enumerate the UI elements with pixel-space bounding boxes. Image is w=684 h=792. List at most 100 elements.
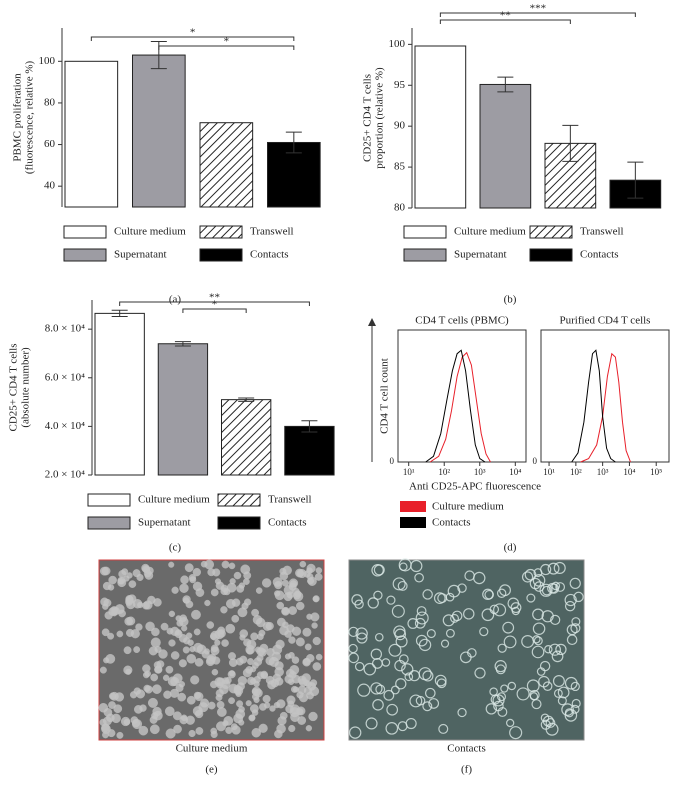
bar [221, 399, 272, 476]
cell [351, 594, 363, 606]
significance-label: ** [209, 292, 220, 304]
y-tick-label: 95 [394, 79, 406, 91]
y-axis-label: PBMC proliferation [12, 73, 24, 162]
cell [499, 584, 511, 597]
cell [252, 662, 259, 669]
legend-label: Culture medium [138, 494, 210, 506]
cell [386, 703, 399, 716]
cell [532, 574, 546, 587]
legend-swatch [87, 516, 131, 530]
cell [113, 704, 123, 714]
panel-label: (f) [461, 764, 472, 776]
legend-swatch [400, 517, 426, 528]
legend-swatch [199, 248, 243, 262]
image-caption: Contacts [447, 743, 486, 755]
cell [154, 645, 162, 653]
cell [228, 562, 236, 570]
cell [564, 709, 578, 722]
cell [239, 629, 249, 638]
legend-label: Transwell [250, 226, 294, 238]
cell [110, 606, 119, 615]
cell [270, 678, 280, 688]
cell [182, 646, 190, 654]
cell [355, 627, 368, 640]
cell [165, 665, 174, 674]
legend-swatch [403, 225, 447, 239]
cell [395, 635, 408, 648]
cell [283, 585, 294, 596]
cell [285, 704, 294, 714]
cell [375, 684, 386, 695]
cell [521, 635, 535, 648]
cell [503, 635, 517, 649]
cell [192, 581, 203, 592]
cell [116, 630, 124, 638]
legend-swatch [199, 225, 243, 239]
cell [194, 658, 204, 667]
cell [505, 718, 515, 728]
cell [307, 576, 317, 586]
cell [282, 621, 289, 629]
legend-swatch [403, 248, 447, 262]
histogram-line [429, 351, 491, 463]
cell [211, 668, 219, 676]
cell [392, 577, 406, 591]
cell [509, 726, 523, 740]
cell [179, 583, 189, 593]
cell [410, 559, 423, 573]
cell [228, 670, 236, 677]
cell [253, 676, 261, 684]
cell [284, 674, 294, 684]
cell [370, 648, 383, 660]
panel-label: (d) [504, 542, 517, 554]
cell [120, 716, 131, 727]
cell [415, 611, 429, 625]
cell [297, 716, 307, 725]
y-axis-label: (absolute number) [20, 347, 32, 428]
cell [551, 650, 564, 663]
cell [121, 568, 129, 576]
significance-bracket [439, 12, 636, 17]
cell [99, 666, 107, 674]
cell [207, 701, 216, 710]
cell [433, 592, 446, 605]
cell [231, 598, 241, 607]
cell [143, 569, 152, 578]
cell [428, 698, 440, 709]
cell [168, 610, 176, 618]
cell [193, 628, 201, 636]
significance-label: * [190, 27, 196, 39]
cell [263, 702, 271, 709]
panel-label: (a) [169, 294, 182, 306]
cell [126, 599, 136, 610]
histogram-line [425, 349, 486, 463]
cell [191, 609, 201, 620]
cell [107, 632, 115, 640]
cell [123, 665, 133, 675]
cell [196, 644, 207, 655]
cell [516, 687, 530, 701]
histogram-line [571, 349, 616, 463]
cell [418, 638, 432, 652]
cell [130, 716, 139, 724]
cell [117, 576, 126, 585]
cell [374, 632, 384, 642]
cell [367, 597, 379, 609]
cell [539, 660, 551, 672]
x-tick-label: 10⁴ [623, 467, 635, 477]
cell [265, 621, 274, 631]
cell [139, 704, 147, 712]
cell [215, 694, 223, 701]
cell [397, 721, 408, 732]
cell [485, 703, 498, 715]
cell [422, 589, 433, 600]
cell [309, 679, 318, 687]
cell [245, 700, 252, 707]
y-tick-label: 40 [44, 180, 56, 192]
cell [262, 694, 271, 704]
cell [295, 637, 305, 647]
cell [553, 688, 563, 698]
subplot-title: Purified CD4 T cells [560, 315, 651, 327]
cell [255, 617, 266, 628]
cell [123, 646, 132, 655]
